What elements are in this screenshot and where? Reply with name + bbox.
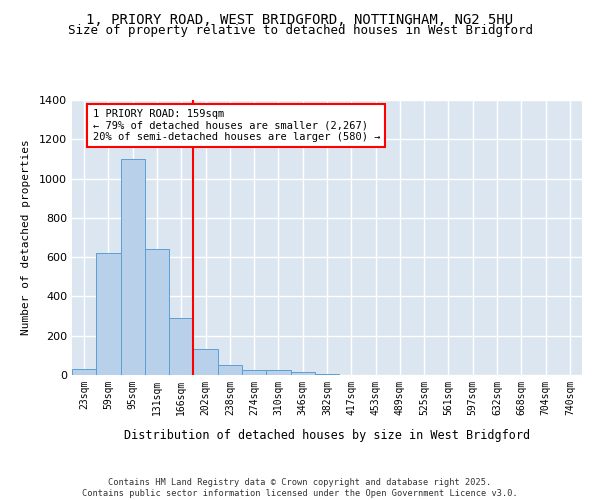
Text: Contains HM Land Registry data © Crown copyright and database right 2025.
Contai: Contains HM Land Registry data © Crown c… — [82, 478, 518, 498]
Bar — [121, 159, 145, 375]
Bar — [145, 250, 169, 375]
Bar — [242, 370, 266, 375]
Bar — [266, 370, 290, 375]
Y-axis label: Number of detached properties: Number of detached properties — [20, 140, 31, 336]
Bar — [218, 365, 242, 375]
Bar — [193, 350, 218, 375]
Text: 1 PRIORY ROAD: 159sqm
← 79% of detached houses are smaller (2,267)
20% of semi-d: 1 PRIORY ROAD: 159sqm ← 79% of detached … — [92, 109, 380, 142]
Bar — [96, 253, 121, 375]
Text: 1, PRIORY ROAD, WEST BRIDGFORD, NOTTINGHAM, NG2 5HU: 1, PRIORY ROAD, WEST BRIDGFORD, NOTTINGH… — [86, 12, 514, 26]
Bar — [169, 318, 193, 375]
Text: Size of property relative to detached houses in West Bridgford: Size of property relative to detached ho… — [67, 24, 533, 37]
Bar — [290, 372, 315, 375]
Bar — [72, 369, 96, 375]
Bar — [315, 374, 339, 375]
X-axis label: Distribution of detached houses by size in West Bridgford: Distribution of detached houses by size … — [124, 429, 530, 442]
